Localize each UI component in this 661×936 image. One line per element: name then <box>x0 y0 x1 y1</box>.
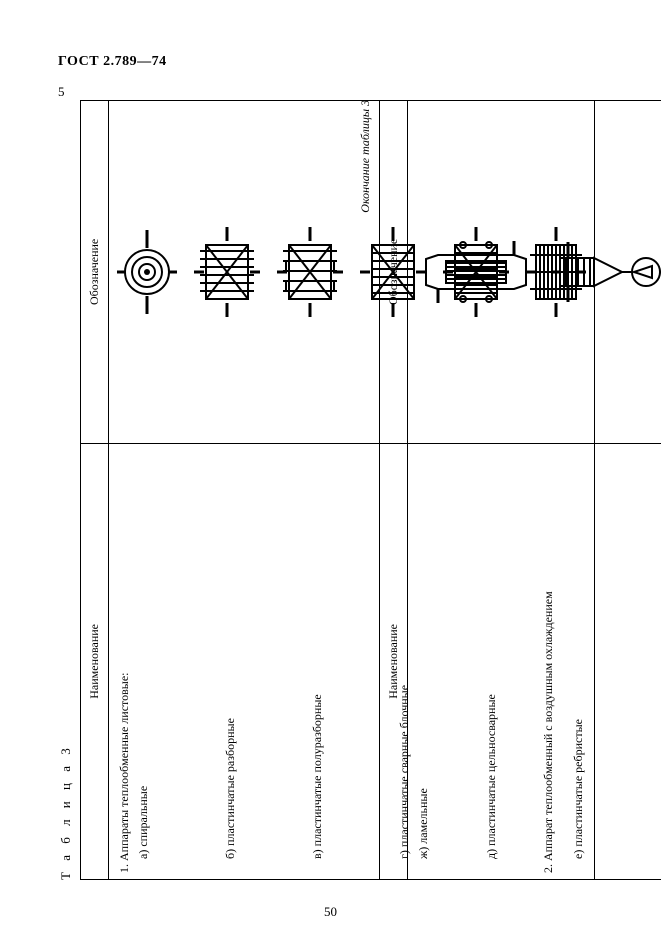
table-row: ж) ламельные 2. Аппарат теплообменный с … <box>408 101 545 880</box>
col-header-symbol: Обозначение <box>81 101 109 444</box>
col-header-symbol: Обозначение <box>380 101 408 444</box>
table-3-caption: Т а б л и ц а 3 <box>58 100 74 880</box>
row-label: б) пластинчатые разборные <box>223 450 238 873</box>
col-header-name: Наименование <box>380 443 408 879</box>
page-number-bottom: 50 <box>324 904 337 920</box>
symbol-lamella-icon <box>416 237 536 307</box>
page-number-top: 5 <box>58 84 65 100</box>
symbol-plate-semi-icon <box>277 227 343 317</box>
doc-code: ГОСТ 2.789—74 <box>58 54 613 70</box>
row-label: а) спиральные <box>136 450 151 873</box>
col-header-name: Наименование <box>81 443 109 879</box>
row-label: ж) ламельные <box>416 450 431 873</box>
row-label: 2. Аппарат теплообменный с воздушным охл… <box>541 450 556 873</box>
rotated-content: Т а б л и ц а 3 Наименование Обозначение… <box>58 100 613 920</box>
symbol-spiral-icon <box>117 230 177 314</box>
table-3-end-caption: Окончание таблицы 3 <box>358 100 373 880</box>
symbol-plate-icon <box>194 227 260 317</box>
row-label: 1. Аппараты теплообменные листовые: <box>117 450 132 873</box>
table-row: 1. Аппараты теплообменные листовые: а) с… <box>109 101 186 880</box>
symbol-air-cooled-icon <box>552 232 661 312</box>
row-label: в) пластинчатые полуразборные <box>310 450 325 873</box>
table-3-continued: Окончание таблицы 3 Наименование Обознач… <box>358 100 661 880</box>
